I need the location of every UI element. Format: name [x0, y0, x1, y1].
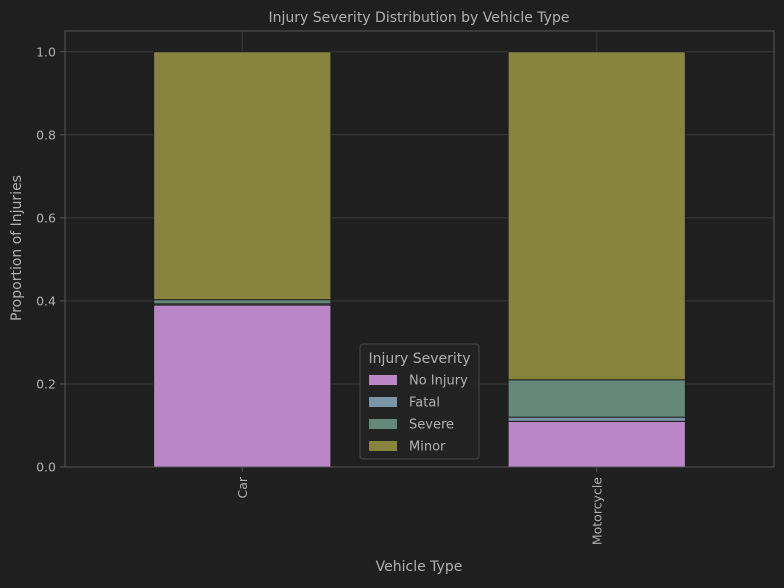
legend: Injury Severity No Injury Fatal Severe Minor: [359, 343, 480, 460]
x-tick-label-motorcycle: Motorcycle: [589, 477, 604, 545]
bar-car-severe: [153, 299, 332, 305]
bar-motorcycle-no-injury: [507, 420, 686, 468]
y-tick-label: 0.8: [36, 127, 56, 142]
bar-motorcycle-fatal: [507, 416, 686, 422]
legend-label-minor: Minor: [409, 440, 446, 455]
legend-swatch: [369, 419, 397, 429]
legend-swatch: [369, 375, 397, 385]
legend-swatch: [369, 397, 397, 407]
y-tick-label: 0.0: [36, 460, 56, 475]
legend-box: [359, 343, 480, 460]
y-axis-label: Proportion of Injuries: [9, 175, 25, 321]
y-tick-label: 0.2: [36, 376, 56, 391]
bar-motorcycle-minor: [507, 51, 686, 381]
plot-frame: [64, 30, 775, 468]
x-axis-label: Vehicle Type: [376, 559, 463, 575]
y-tick-label: 0.4: [36, 293, 56, 308]
legend-swatch: [369, 441, 397, 451]
bars: [153, 51, 686, 468]
legend-label-no-injury: No Injury: [409, 374, 468, 389]
x-tick-label-car: Car: [235, 476, 250, 498]
chart-title: Injury Severity Distribution by Vehicle …: [269, 10, 570, 26]
bar-motorcycle-severe: [507, 379, 686, 418]
legend-label-severe: Severe: [409, 418, 454, 433]
bar-car-no-injury: [153, 304, 332, 468]
bar-car-minor: [153, 51, 332, 301]
y-tick-label: 1.0: [36, 44, 56, 59]
axes: 0.0 0.2 0.4 0.6 0.8 1.0 Car Motorcycle: [36, 30, 775, 545]
legend-title: Injury Severity: [368, 351, 470, 367]
y-tick-label: 0.6: [36, 210, 56, 225]
legend-label-fatal: Fatal: [409, 396, 440, 411]
